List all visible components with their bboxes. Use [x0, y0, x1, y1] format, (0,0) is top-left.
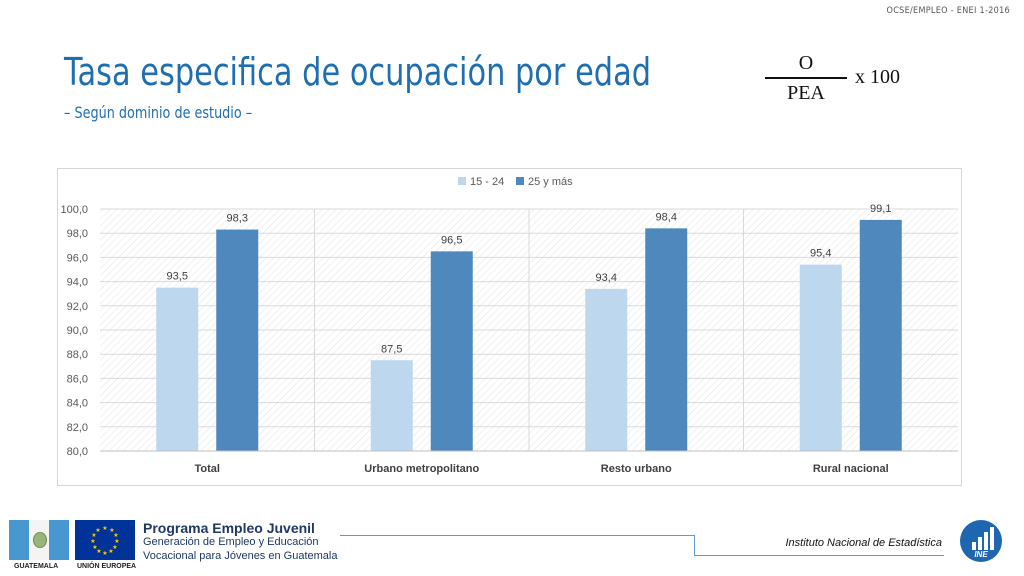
bar: [645, 228, 688, 451]
y-tick-label: 88,0: [67, 349, 88, 361]
bar: [216, 229, 259, 451]
svg-text:★: ★: [108, 548, 113, 555]
legend-label: 15 - 24: [470, 176, 504, 188]
legend-label: 25 y más: [528, 176, 573, 188]
bar: [859, 219, 902, 451]
data-label: 99,1: [870, 203, 891, 215]
svg-text:★: ★: [90, 538, 95, 545]
svg-text:★: ★: [95, 527, 100, 534]
x-tick-label: Urbano metropolitano: [364, 463, 479, 475]
ine-logo: [960, 520, 1002, 562]
guatemala-flag-logo: [9, 520, 69, 560]
svg-text:★: ★: [109, 527, 114, 534]
data-label: 95,4: [810, 248, 831, 260]
y-tick-label: 90,0: [67, 325, 88, 337]
formula-denominator: PEA: [787, 82, 825, 104]
y-tick-label: 82,0: [67, 422, 88, 434]
y-tick-label: 80,0: [67, 446, 88, 458]
data-label: 93,5: [167, 271, 188, 283]
svg-text:★: ★: [92, 544, 97, 551]
y-tick-label: 98,0: [67, 228, 88, 240]
svg-text:★: ★: [102, 525, 107, 532]
svg-text:★: ★: [114, 538, 119, 545]
svg-text:★: ★: [96, 548, 101, 555]
chart-container: 80,0 82,0 84,0 86,0 88,0 90,0 92,0 94,0 96,0 98,0…: [57, 168, 962, 486]
y-tick-label: 100,0: [60, 204, 88, 216]
footer-divider-right: [694, 555, 944, 556]
data-label: 98,4: [656, 211, 677, 223]
y-tick-label: 94,0: [67, 277, 88, 289]
page-subtitle: – Según dominio de estudio –: [64, 103, 253, 122]
institute-name: Instituto Nacional de Estadística: [785, 537, 942, 549]
x-tick-label: Resto urbano: [601, 463, 672, 475]
y-tick-label: 84,0: [67, 398, 88, 410]
bar: [430, 251, 473, 451]
data-label: 98,3: [227, 213, 248, 225]
eu-flag-logo: ★ ★ ★ ★ ★ ★ ★ ★ ★ ★ ★ ★: [75, 520, 135, 560]
svg-text:★: ★: [112, 544, 117, 551]
bar-graph-icon: [972, 527, 994, 550]
program-subtitle-line2: Vocacional para Jóvenes en Guatemala: [143, 550, 338, 562]
svg-text:★: ★: [91, 532, 96, 539]
y-tick-label: 92,0: [67, 301, 88, 313]
program-subtitle-line1: Generación de Empleo y Educación: [143, 536, 319, 548]
y-tick-label: 96,0: [67, 252, 88, 264]
bar: [156, 287, 199, 451]
program-title: Programa Empleo Juvenil: [143, 520, 315, 536]
data-label: 87,5: [381, 343, 402, 355]
svg-text:★: ★: [102, 550, 107, 557]
formula: O PEA x 100: [765, 52, 925, 112]
footer-divider: [340, 535, 695, 536]
y-tick-label: 86,0: [67, 373, 88, 385]
formula-multiplier: x 100: [855, 66, 900, 88]
bar: [370, 360, 413, 451]
x-tick-label: Rural nacional: [813, 463, 889, 475]
bar: [585, 288, 628, 451]
data-label: 96,5: [441, 234, 462, 246]
coat-of-arms-icon: [33, 532, 47, 548]
data-label: 93,4: [596, 272, 617, 284]
eu-stars-icon: ★ ★★ ★★★ ★★★ ★★★: [90, 525, 119, 557]
eu-label: UNIÓN EUROPEA: [77, 563, 137, 570]
x-tick-label: Total: [195, 463, 220, 475]
page-title: Tasa especifica de ocupación por edad: [64, 50, 651, 94]
formula-numerator: O: [798, 52, 814, 74]
legend-swatch: [516, 177, 524, 185]
legend-swatch: [458, 177, 466, 185]
header-reference: OCSE/EMPLEO - ENEI 1-2016: [886, 6, 1010, 16]
guatemala-label: GUATEMALA: [14, 563, 59, 570]
bar-chart: 80,0 82,0 84,0 86,0 88,0 90,0 92,0 94,0 96,0 98,0…: [60, 176, 958, 475]
svg-text:★: ★: [113, 532, 118, 539]
ine-logo-text: INE: [974, 550, 988, 559]
bar: [799, 264, 842, 451]
footer-divider-step: [694, 535, 695, 555]
formula-fraction-bar: [765, 77, 847, 79]
